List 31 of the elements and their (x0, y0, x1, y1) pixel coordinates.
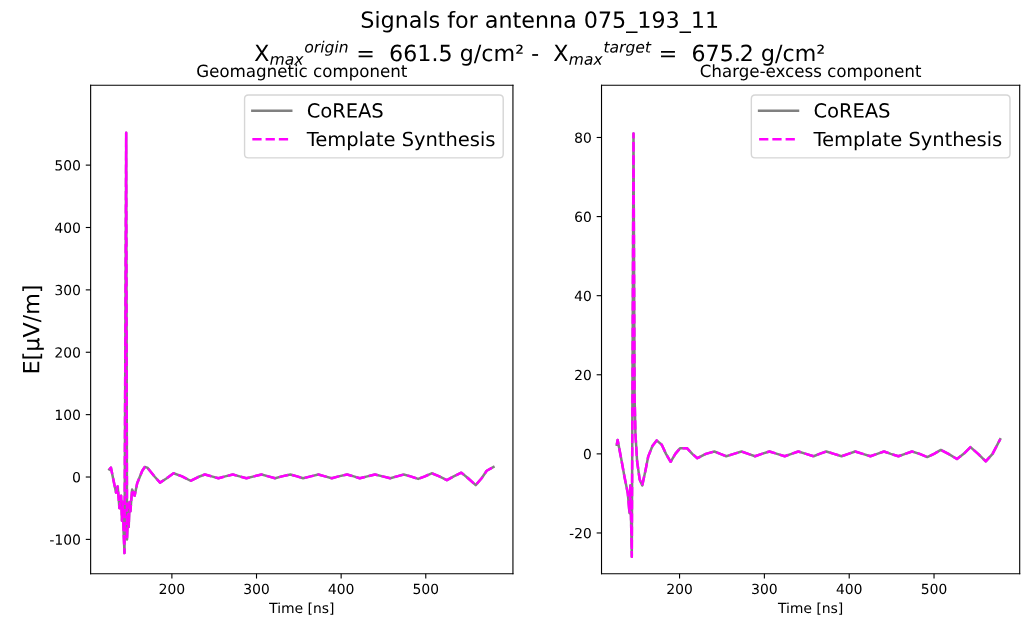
y-tick-label: -20 (569, 527, 591, 539)
x-axis-title: Time [ns] (777, 602, 843, 615)
y-tick-label: 200 (55, 347, 80, 358)
y-tick-label: -100 (50, 534, 80, 545)
x-tick-label: 500 (921, 583, 947, 595)
y-tick-label: 500 (55, 160, 80, 171)
x-tick-label: 500 (413, 583, 439, 595)
y-axis-title: E[μV/m] (22, 286, 44, 373)
x-tick-label: 200 (667, 583, 692, 595)
x-tick-label: 400 (836, 583, 862, 595)
x-tick-label: 300 (752, 583, 777, 595)
y-tick-label: 400 (55, 222, 80, 233)
y-tick-label: 80 (575, 132, 591, 143)
legend-label: Template Synthesis (813, 131, 1002, 151)
legend-label: CoREAS (814, 103, 890, 118)
x-tick-label: 400 (328, 583, 354, 595)
y-tick-label: 0 (583, 448, 591, 460)
y-tick-label: 40 (574, 290, 591, 302)
y-tick-label: 60 (575, 211, 591, 223)
legend-label: CoREAS (307, 103, 383, 118)
chart-title: Geomagnetic component (197, 64, 407, 81)
x-axis-title: Time [ns] (269, 602, 334, 615)
y-tick-label: 0 (73, 471, 80, 483)
y-tick-label: 300 (55, 284, 80, 296)
y-tick-label: 100 (55, 409, 80, 421)
x-tick-label: 200 (159, 583, 185, 595)
legend-label: Template Synthesis (306, 131, 495, 151)
chart-title: Charge-excess component (700, 64, 922, 81)
y-tick-label: 20 (575, 369, 591, 381)
text: Signals for antenna 075_193_11 (361, 10, 718, 34)
x-tick-label: 300 (244, 583, 269, 595)
